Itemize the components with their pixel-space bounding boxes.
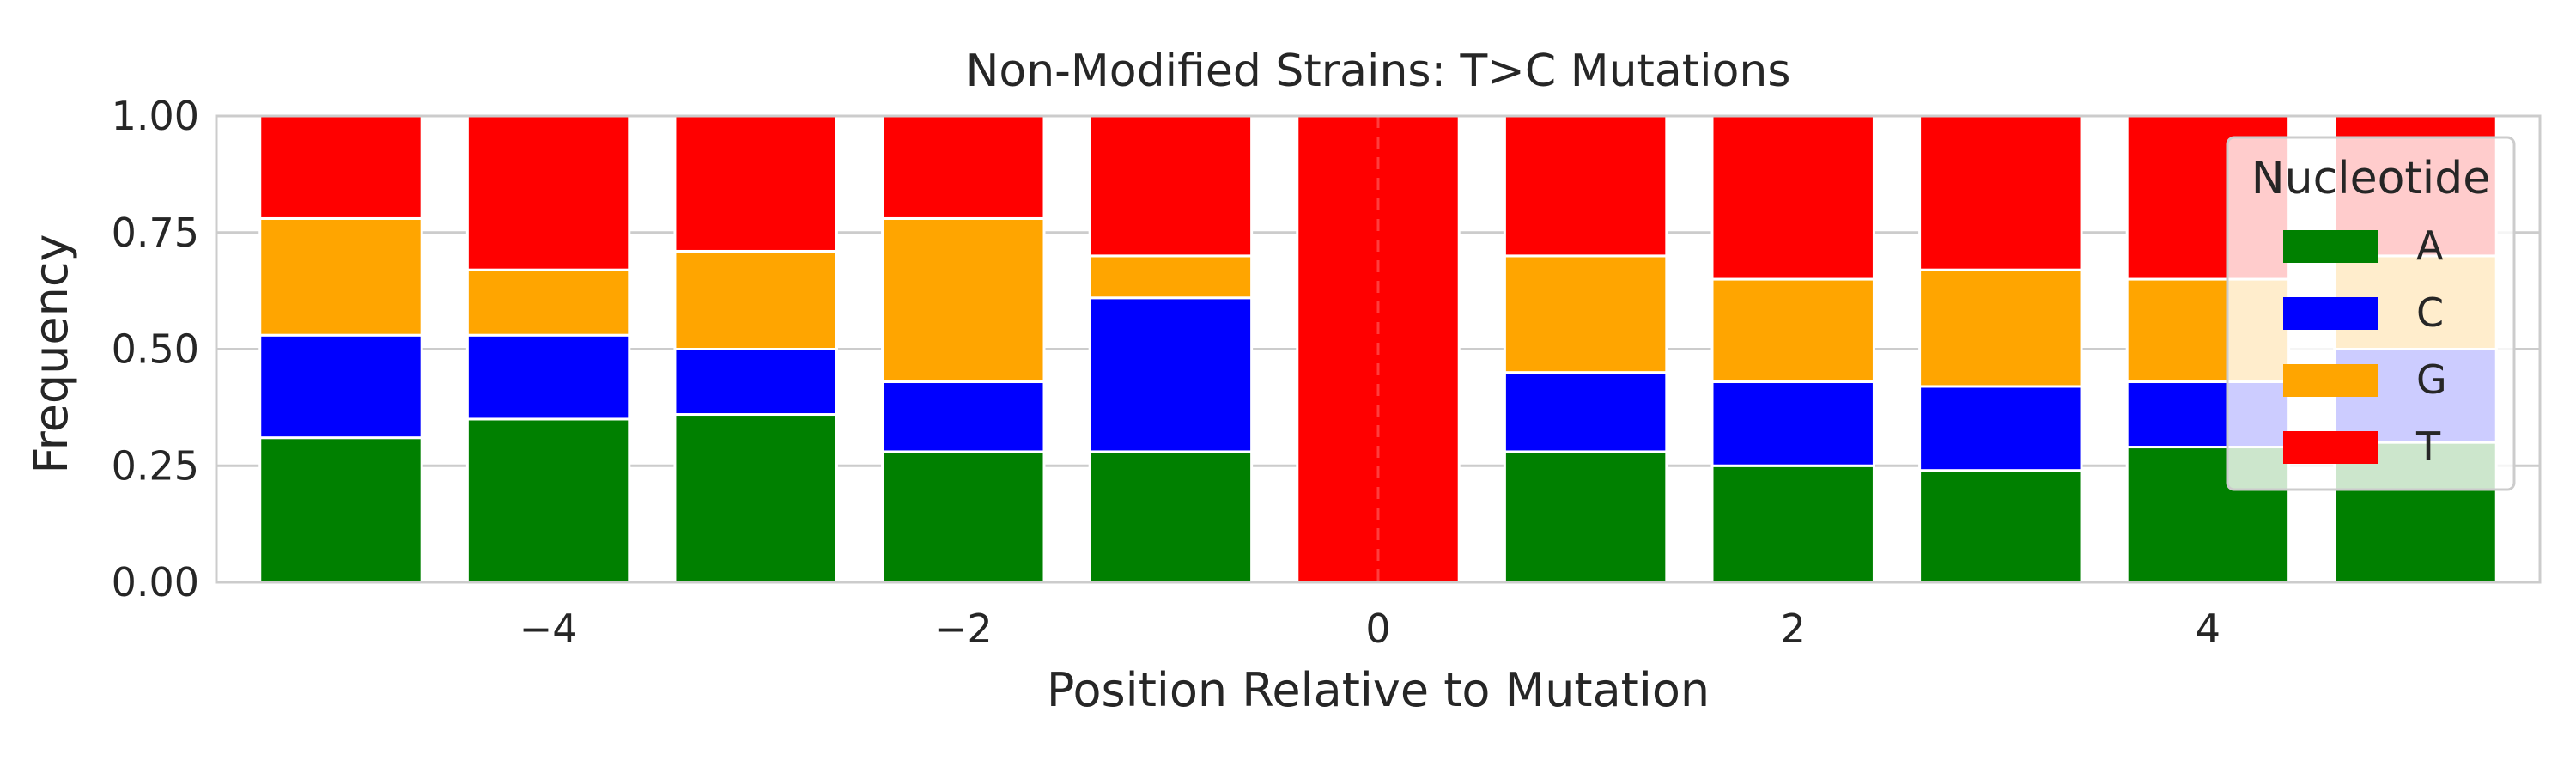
bar-A-1 — [1503, 450, 1668, 584]
bar-G--4 — [465, 268, 631, 337]
bar-G-3 — [1918, 268, 2083, 388]
bar-C--2 — [881, 380, 1046, 453]
bar-G--1 — [1088, 254, 1254, 300]
legend-label-G: G — [2416, 356, 2447, 403]
bar-G--5 — [258, 216, 423, 337]
bar-T--4 — [465, 114, 631, 271]
bar-A--3 — [673, 413, 838, 584]
chart-title: Non-Modified Strains: T>C Mutations — [966, 46, 1791, 97]
bar-C--1 — [1088, 296, 1254, 453]
bar-C--3 — [673, 348, 838, 417]
bar-T-1 — [1503, 114, 1668, 258]
x-tick-label: 2 — [1781, 606, 1806, 652]
bar-G-1 — [1503, 254, 1668, 374]
bar-A--5 — [258, 436, 423, 584]
bar-G-2 — [1710, 277, 1875, 384]
y-tick-label: 0.00 — [112, 559, 199, 606]
x-tick-label: −2 — [934, 606, 993, 652]
x-tick-label: 4 — [2196, 606, 2221, 652]
y-axis-ticks: 0.00 0.25 0.50 0.75 1.00 — [112, 93, 199, 606]
x-tick-label: −4 — [519, 606, 578, 652]
bar-A-2 — [1710, 464, 1875, 584]
bar-T--3 — [673, 114, 838, 253]
y-tick-label: 1.00 — [112, 93, 199, 139]
bar-A--1 — [1088, 450, 1254, 584]
bar-T--5 — [258, 114, 423, 220]
plot-frame — [215, 114, 2542, 584]
x-axis-ticks: −4 −2 0 2 4 — [519, 606, 2221, 652]
bar-A--2 — [881, 450, 1046, 584]
legend-swatch-C — [2283, 297, 2378, 330]
bar-A-3 — [1918, 469, 2083, 584]
legend-swatch-T — [2283, 431, 2378, 464]
bar-G--3 — [673, 249, 838, 350]
bar-C-3 — [1918, 385, 2083, 472]
y-tick-label: 0.75 — [112, 210, 199, 256]
x-tick-label: 0 — [1365, 606, 1390, 652]
x-axis-label: Position Relative to Mutation — [1047, 663, 1710, 717]
bar-G--2 — [881, 216, 1046, 384]
legend-swatch-G — [2283, 364, 2378, 397]
legend-title: Nucleotide — [2251, 153, 2491, 204]
bar-C--5 — [258, 333, 423, 440]
bar-T-2 — [1710, 114, 1875, 281]
legend-label-T: T — [2415, 423, 2441, 470]
bar-T--1 — [1088, 114, 1254, 258]
bar-T-3 — [1918, 114, 2083, 271]
legend-swatch-A — [2283, 230, 2378, 263]
bar-C-2 — [1710, 380, 1875, 467]
bar-C--4 — [465, 333, 631, 421]
y-tick-label: 0.25 — [112, 442, 199, 489]
bar-C-1 — [1503, 371, 1668, 453]
legend-label-C: C — [2416, 289, 2444, 336]
bar-T--2 — [881, 114, 1046, 220]
legend-label-A: A — [2416, 222, 2444, 269]
y-tick-label: 0.50 — [112, 326, 199, 373]
bar-A--4 — [465, 417, 631, 584]
y-axis-label: Frequency — [24, 234, 78, 474]
